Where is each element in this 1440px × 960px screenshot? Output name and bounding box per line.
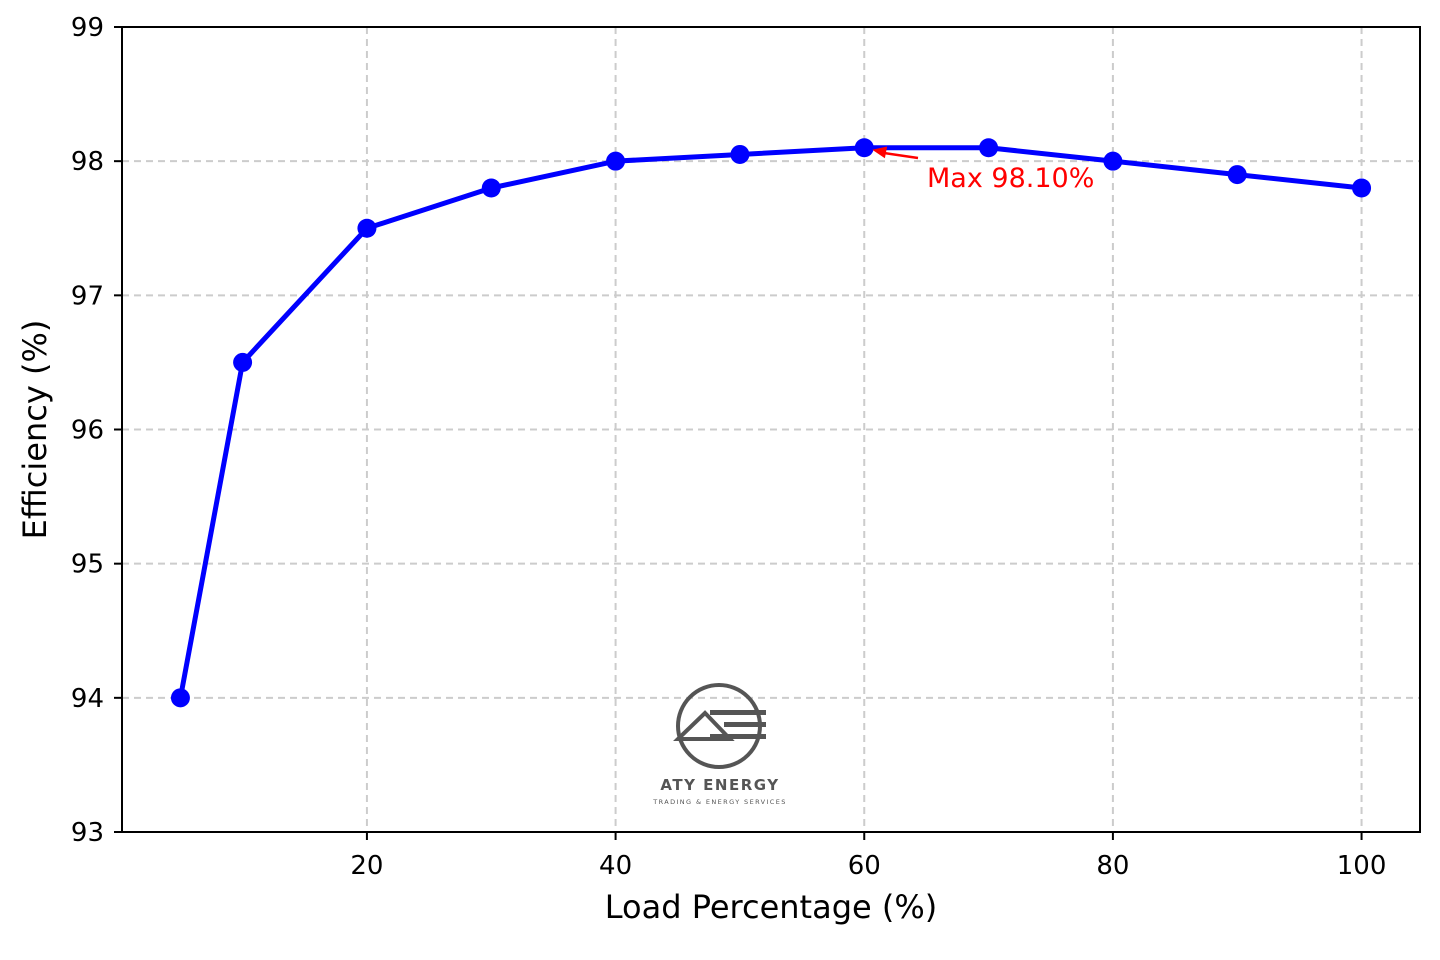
logo-title: ATY ENERGY [660,776,779,794]
grid [122,26,1420,833]
x-tick-label-20: 20 [350,851,383,881]
y-tick-label-97: 97 [71,281,104,311]
data-point-60 [854,138,874,158]
y-tick-label-99: 99 [71,13,104,43]
data-point-10 [233,352,253,372]
logo-bar-middle [724,722,766,727]
y-tick-label-95: 95 [71,550,104,580]
logo-bar-top [710,710,766,715]
y-tick-label-94: 94 [71,684,104,714]
y-tick-label-93: 93 [71,818,104,848]
data-point-80 [1103,151,1123,171]
data-point-30 [481,178,501,198]
series-layer [170,138,1372,708]
y-tick-label-96: 96 [71,416,104,446]
series-line-0 [177,145,1362,699]
data-point-70 [979,138,999,158]
x-tick-label-40: 40 [599,851,632,881]
x-tick-label-80: 80 [1096,851,1129,881]
logo-roof-icon [673,710,735,741]
data-point-5 [170,688,190,708]
data-point-40 [606,151,626,171]
x-axis-label: Load Percentage (%) [605,888,938,926]
annotation-arrowhead [872,146,888,159]
x-tick-label-60: 60 [848,851,881,881]
data-point-90 [1227,165,1247,185]
axis-ticks: 20 40 60 80 100 93 94 95 96 97 98 99 [71,13,1386,881]
annotation-max-label: Max 98.10% [927,163,1094,194]
annotation-arrow [882,151,919,160]
x-tick-label-100: 100 [1337,851,1387,881]
data-point-50 [730,144,750,164]
logo-bar-bottom [710,734,766,739]
annotation: Max 98.10% [872,146,1094,194]
y-axis-label: Efficiency (%) [16,320,54,540]
data-point-100 [1352,178,1372,198]
logo-subtitle: TRADING & ENERGY SERVICES [652,798,787,806]
y-tick-label-98: 98 [71,147,104,177]
watermark-logo: ATY ENERGY TRADING & ENERGY SERVICES [652,683,787,806]
data-point-20 [357,218,377,238]
